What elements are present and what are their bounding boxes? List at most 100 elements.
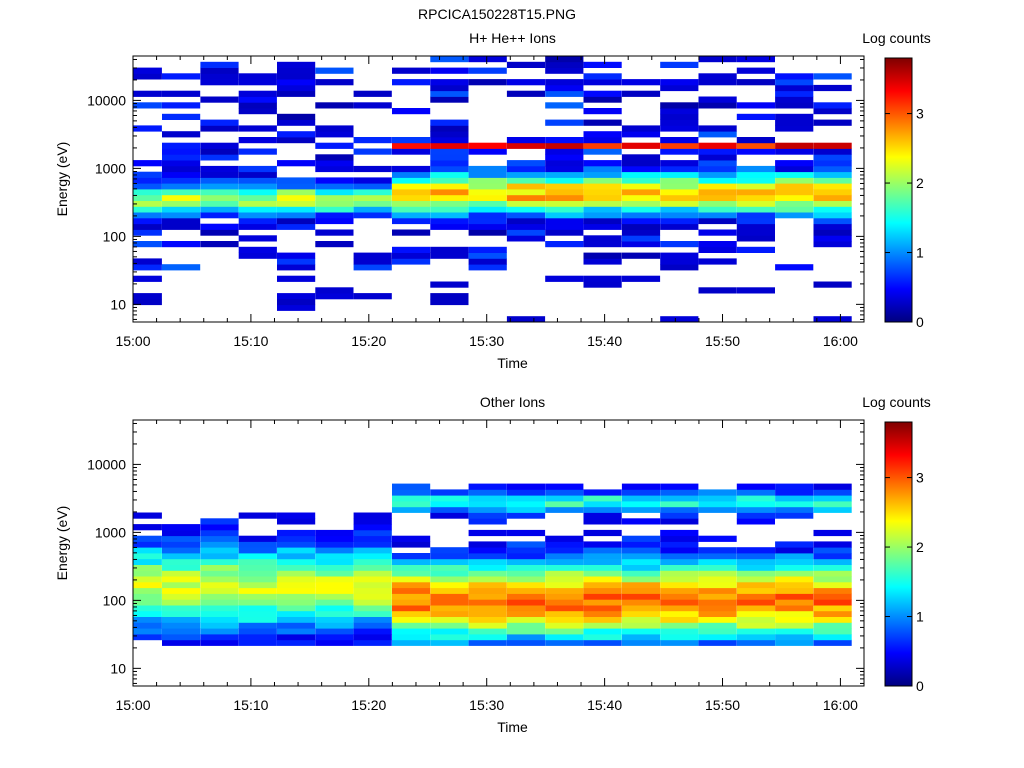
x-tick-label: 15:00 <box>115 333 150 349</box>
heatmap-cell <box>545 483 584 490</box>
figure-title: RPCICA150228T15.PNG <box>418 6 576 22</box>
heatmap-cell <box>775 113 814 120</box>
heatmap-cell <box>392 541 431 548</box>
heatmap-cell <box>162 599 201 606</box>
heatmap-cell <box>162 194 201 201</box>
heatmap-cell <box>162 616 201 623</box>
heatmap-cell <box>133 298 162 306</box>
heatmap-cell <box>506 229 546 236</box>
heatmap-cell <box>583 281 622 288</box>
heatmap-cell <box>238 189 277 196</box>
heatmap-cell <box>583 506 622 513</box>
heatmap-cell <box>698 212 737 219</box>
heatmap-cell <box>238 194 277 201</box>
heatmap-cell <box>775 160 814 167</box>
heatmap-cell <box>621 183 661 190</box>
heatmap-cell <box>277 576 316 583</box>
heatmap-cell <box>468 264 507 271</box>
heatmap-cell <box>660 137 699 144</box>
heatmap-cell <box>583 610 622 617</box>
heatmap-cells <box>133 56 852 322</box>
heatmap-cell <box>660 119 699 126</box>
heatmap-cell <box>698 102 737 109</box>
heatmap-cell <box>698 79 737 86</box>
heatmap-cell <box>813 194 852 201</box>
heatmap-cell <box>315 206 354 213</box>
heatmap-cell <box>392 148 431 155</box>
heatmap-cell <box>736 206 775 213</box>
heatmap-cell <box>736 501 775 508</box>
heatmap-cell <box>545 535 584 542</box>
heatmap-cell <box>583 189 622 196</box>
heatmap-cell <box>621 501 661 508</box>
heatmap-cell <box>813 108 852 115</box>
heatmap-cell <box>200 241 239 248</box>
heatmap-cell <box>775 616 814 623</box>
heatmap-cell <box>430 96 469 103</box>
heatmap-cell <box>698 622 737 629</box>
heatmap-cell <box>277 119 316 126</box>
heatmap-cell <box>162 73 201 80</box>
heatmap-cell <box>200 518 239 525</box>
heatmap-cell <box>392 558 431 565</box>
heatmap-cell <box>775 622 814 629</box>
heatmap-cell <box>660 495 699 502</box>
heatmap-cell <box>162 547 201 554</box>
heatmap-cell <box>468 79 507 86</box>
heatmap-cell <box>545 610 584 617</box>
heatmap-cell <box>583 142 622 149</box>
heatmap-cell <box>133 229 162 236</box>
heatmap-cell <box>583 217 622 225</box>
heatmap-cell <box>545 593 584 600</box>
heatmap-cell <box>736 212 775 219</box>
heatmap-cell <box>200 148 239 155</box>
panel-title: Other Ions <box>480 394 545 410</box>
heatmap-cell <box>698 246 737 253</box>
heatmap-cell <box>353 165 392 173</box>
heatmap-cell <box>736 564 775 571</box>
heatmap-cell <box>698 287 737 294</box>
heatmap-cell <box>200 558 239 565</box>
heatmap-cell <box>162 628 201 635</box>
heatmap-cell <box>392 206 431 213</box>
heatmap-cell <box>660 142 699 149</box>
heatmap-cell <box>277 593 316 600</box>
heatmap-cell <box>775 564 814 571</box>
heatmap-cell <box>162 217 201 225</box>
heatmap-cell <box>315 293 354 300</box>
heatmap-cell <box>506 610 546 617</box>
heatmap-cell <box>315 599 354 606</box>
heatmap-cell <box>775 142 814 149</box>
heatmap-cell <box>698 56 737 63</box>
heatmap-cell <box>238 108 277 115</box>
heatmap-cell <box>583 593 622 600</box>
heatmap-cell <box>162 177 201 184</box>
heatmap-cell <box>775 79 814 86</box>
heatmap-cell <box>583 581 622 589</box>
heatmap-cell <box>583 206 622 213</box>
heatmap-cell <box>583 616 622 623</box>
heatmap-cell <box>660 177 699 184</box>
heatmap-cell <box>238 223 277 230</box>
heatmap-cell <box>200 183 239 190</box>
heatmap-cell <box>813 506 852 513</box>
heatmap-cell <box>133 570 162 577</box>
heatmap-cell <box>583 131 622 138</box>
heatmap-cell <box>698 154 737 161</box>
heatmap-cell <box>392 553 431 560</box>
heatmap-cell <box>698 610 737 617</box>
heatmap-cell <box>468 616 507 623</box>
heatmap-cell <box>430 553 469 560</box>
heatmap-cell <box>468 229 507 236</box>
heatmap-cell <box>162 160 201 167</box>
heatmap-cell <box>315 541 354 548</box>
heatmap-cell <box>698 501 737 508</box>
heatmap-cell <box>545 56 584 63</box>
heatmap-cell <box>200 605 239 612</box>
heatmap-cell <box>506 495 546 502</box>
heatmap-cell <box>238 73 277 80</box>
heatmap-cell <box>353 541 392 548</box>
heatmap-cell <box>813 634 852 641</box>
heatmap-cell <box>506 593 546 600</box>
